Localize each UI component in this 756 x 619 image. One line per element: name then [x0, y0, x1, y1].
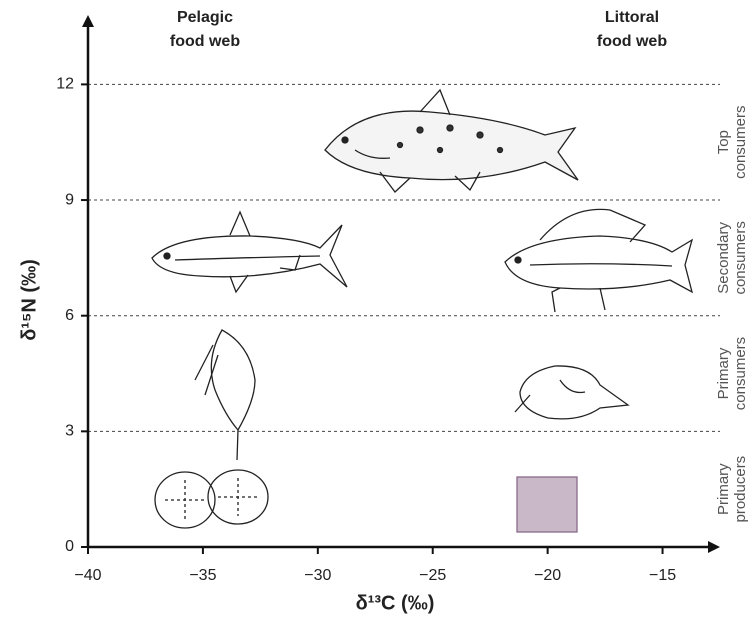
level-label: consumers	[732, 221, 749, 294]
pelagic-label: food web	[170, 33, 240, 50]
level-label: Top	[715, 130, 732, 154]
x-tick-label: −25	[419, 567, 446, 584]
level-label: Primary	[715, 463, 732, 515]
littoral-label: Littoral	[605, 9, 659, 26]
level-label: consumers	[732, 106, 749, 179]
x-arrow	[708, 541, 720, 553]
pelagic-label: Pelagic	[177, 9, 233, 26]
x-tick-label: −20	[534, 567, 561, 584]
level-label: consumers	[732, 337, 749, 410]
level-label: Secondary	[715, 222, 732, 294]
x-tick-label: −15	[649, 567, 676, 584]
y-arrow	[82, 15, 94, 27]
y-tick-label: 3	[65, 423, 74, 440]
chart: Pelagic food web Littoral food web δ¹³C …	[0, 0, 756, 619]
x-axis-title: δ¹³C (‰)	[356, 592, 435, 614]
x-tick-label: −35	[189, 567, 216, 584]
y-tick-label: 9	[65, 191, 74, 208]
x-tick-label: −30	[304, 567, 331, 584]
y-tick-label: 6	[65, 307, 74, 324]
level-label: producers	[732, 456, 749, 523]
illustration	[152, 90, 692, 532]
y-tick-label: 12	[56, 76, 74, 93]
y-tick-label: 0	[65, 538, 74, 555]
y-axis-title: δ¹⁵N (‰)	[18, 259, 40, 341]
littoral-label: food web	[597, 33, 667, 50]
level-label: Primary	[715, 347, 732, 399]
x-tick-label: −40	[74, 567, 101, 584]
